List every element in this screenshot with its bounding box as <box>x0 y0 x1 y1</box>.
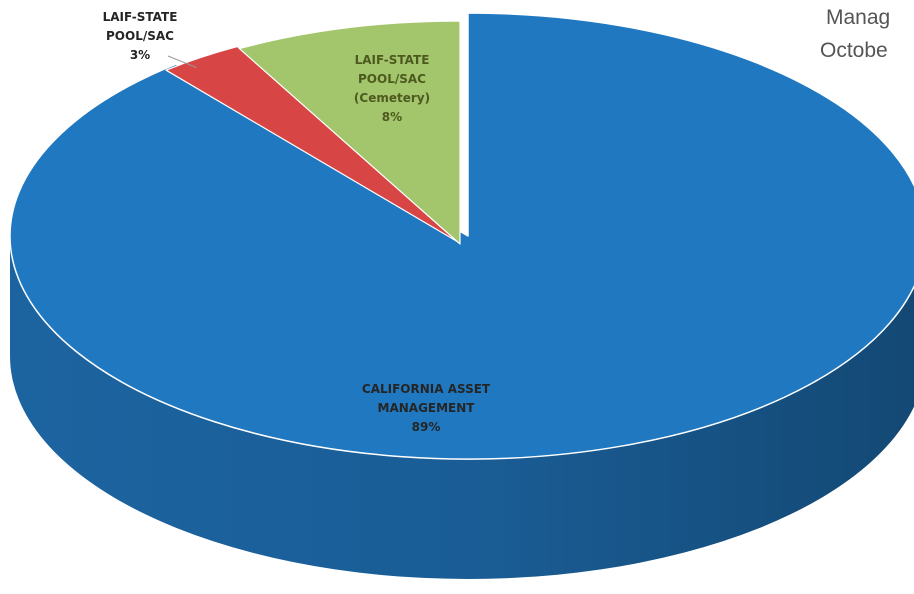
data-label-line: LAIF-STATE <box>102 10 178 24</box>
data-label-value: 89% <box>411 420 441 434</box>
data-label-line: POOL/SAC <box>106 29 174 43</box>
pie-slice-california-asset-management <box>9 12 914 460</box>
data-label-value: 8% <box>381 110 403 124</box>
data-label-line: POOL/SAC <box>358 72 426 86</box>
data-label-california-asset-management: CALIFORNIA ASSET MANAGEMENT 89% <box>362 380 490 437</box>
data-label-line: CALIFORNIA ASSET <box>361 382 491 396</box>
data-label-line: MANAGEMENT <box>377 401 475 415</box>
pie-side-california-asset-management <box>10 236 914 579</box>
pie-slice-laif-state-pool-sac-cemetery <box>238 20 461 245</box>
chart-title-line-2: Octobe <box>820 39 888 62</box>
data-label-laif-state-pool-sac-cemetery: LAIF-STATE POOL/SAC (Cemetery) 8% <box>354 51 430 127</box>
chart-title-line-1: Manag <box>826 6 891 29</box>
data-label-line: LAIF-STATE <box>354 53 430 67</box>
pie-slice-laif-state-pool-sac <box>165 45 459 243</box>
leader-line-laif-state-pool-sac <box>167 55 197 69</box>
data-label-value: 3% <box>129 48 151 62</box>
data-label-line: (Cemetery) <box>353 91 431 105</box>
data-label-laif-state-pool-sac: LAIF-STATE POOL/SAC 3% <box>103 8 178 65</box>
